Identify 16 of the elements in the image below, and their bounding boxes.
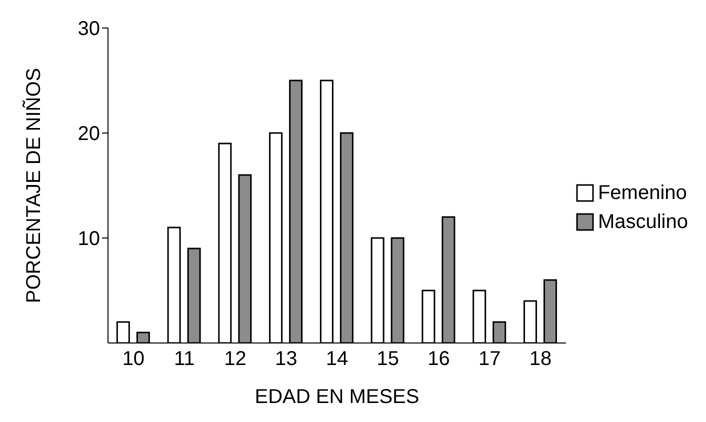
y-tick-label: 10 — [78, 228, 100, 250]
x-tick-label: 11 — [174, 348, 195, 370]
x-axis-title: EDAD EN MESES — [254, 386, 420, 408]
legend-label: Femenino — [598, 182, 687, 204]
x-tick-label: 15 — [376, 348, 399, 370]
y-tick-label: 30 — [78, 18, 100, 40]
x-tick-label: 17 — [478, 348, 501, 370]
x-tick-label: 14 — [326, 348, 348, 370]
x-tick-label: 16 — [428, 348, 450, 370]
legend-label: Masculino — [598, 210, 688, 234]
x-tick-label: 10 — [122, 348, 145, 370]
x-tick-label: 18 — [529, 348, 552, 370]
y-tick-label: 20 — [78, 123, 100, 146]
x-tick-label: 13 — [274, 348, 298, 370]
y-axis-title: PORCENTAJE DE NIÑOS — [22, 68, 46, 304]
x-tick-label: 12 — [224, 348, 246, 370]
